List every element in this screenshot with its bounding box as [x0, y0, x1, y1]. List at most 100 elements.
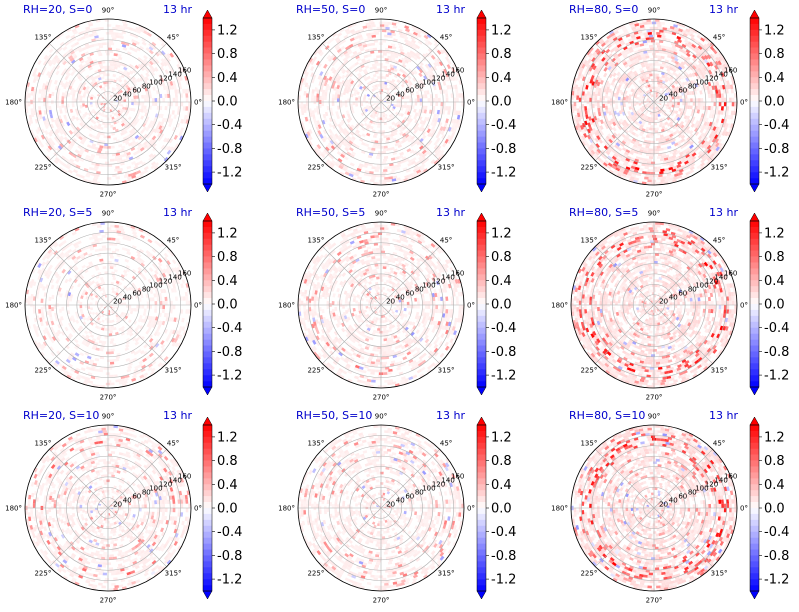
colorbar-segment — [750, 77, 759, 84]
heatmap-cell — [116, 83, 120, 87]
heatmap-cell — [132, 171, 137, 176]
heatmap-cell — [148, 153, 154, 158]
heatmap-cell — [81, 46, 87, 51]
heatmap-cell — [163, 145, 169, 151]
heatmap-cell — [94, 173, 100, 177]
heatmap-cell — [380, 146, 384, 149]
heatmap-cell — [111, 116, 115, 120]
heatmap-cell — [117, 112, 122, 117]
radial-tick-label: 160 — [178, 67, 191, 75]
colorbar-extend-min — [202, 386, 213, 396]
colorbar-segment — [203, 357, 212, 364]
panel-title: RH=50, S=0 — [296, 3, 365, 16]
heatmap-cell — [51, 307, 54, 312]
heatmap-cell — [131, 137, 137, 142]
heatmap-cell — [104, 161, 110, 165]
heatmap-cell — [143, 80, 148, 85]
heatmap-cell — [122, 153, 128, 157]
heatmap-cell — [130, 146, 136, 152]
heatmap-cell — [66, 72, 71, 77]
heatmap-cell — [108, 106, 111, 110]
heatmap-cell — [157, 36, 163, 42]
heatmap-cell — [76, 96, 80, 101]
heatmap-cell — [649, 73, 653, 77]
heatmap-cell — [109, 29, 114, 33]
heatmap-cell — [435, 102, 439, 107]
heatmap-cell — [113, 66, 118, 70]
heatmap-cell — [178, 76, 183, 81]
heatmap-cell — [82, 103, 86, 107]
colorbar-segment — [203, 327, 212, 334]
heatmap-cell — [157, 98, 160, 102]
heatmap-cell — [78, 48, 83, 53]
colorbar-segment — [750, 23, 759, 31]
colorbar-segment — [477, 41, 486, 48]
heatmap-cell — [143, 94, 147, 99]
heatmap-cell — [101, 140, 106, 144]
heatmap-cell — [615, 98, 618, 102]
heatmap-cell — [644, 166, 649, 170]
heatmap-cell — [185, 93, 189, 98]
heatmap-cell — [98, 63, 103, 67]
heatmap-cell — [180, 102, 184, 107]
heatmap-cell — [687, 105, 691, 110]
heatmap-cell — [177, 59, 182, 65]
heatmap-cell — [80, 140, 85, 145]
colorbar-tick-label: 0.4 — [217, 71, 238, 86]
heatmap-cell — [110, 102, 114, 104]
heatmap-cell — [132, 92, 136, 96]
heatmap-cell — [114, 168, 119, 172]
heatmap-cell — [331, 98, 335, 102]
heatmap-cell — [146, 32, 152, 37]
heatmap-cell — [382, 117, 385, 121]
heatmap-cell — [375, 156, 380, 160]
heatmap-cell — [689, 105, 693, 110]
heatmap-cell — [107, 247, 112, 251]
heatmap-cell — [113, 63, 118, 67]
heatmap-cell — [653, 146, 657, 149]
heatmap-cell — [101, 235, 106, 238]
heatmap-cell — [99, 153, 105, 157]
heatmap-cell — [89, 110, 94, 115]
heatmap-cell — [117, 109, 121, 114]
heatmap-cell — [140, 129, 145, 134]
heatmap-cell — [30, 108, 34, 113]
heatmap-cell — [110, 145, 115, 149]
heatmap-cell — [97, 42, 102, 46]
heatmap-cell — [139, 147, 145, 152]
heatmap-cell — [148, 42, 154, 48]
heatmap-cell — [105, 106, 108, 110]
colorbar-segment — [203, 298, 212, 305]
heatmap-cell — [92, 95, 97, 99]
heatmap-cell — [66, 28, 72, 33]
heatmap-cell — [33, 67, 38, 73]
colorbar-segment — [203, 160, 212, 167]
heatmap-cell — [116, 117, 120, 121]
heatmap-cell — [573, 102, 577, 107]
heatmap-cell — [93, 75, 98, 80]
heatmap-cell — [74, 24, 80, 29]
heatmap-cell — [377, 76, 381, 79]
heatmap-cell — [59, 80, 64, 86]
heatmap-cell — [142, 27, 148, 32]
heatmap-cell — [103, 81, 107, 85]
heatmap-cell — [97, 50, 102, 54]
heatmap-cell — [687, 98, 691, 102]
heatmap-cell — [56, 147, 62, 153]
heatmap-cell — [110, 224, 115, 228]
heatmap-cell — [91, 135, 97, 139]
colorbar-segment — [750, 101, 759, 108]
heatmap-cell — [651, 151, 655, 154]
heatmap-cell — [371, 176, 376, 180]
heatmap-cell — [106, 177, 112, 180]
colorbar-segment — [203, 47, 212, 54]
heatmap-cell — [176, 63, 181, 69]
heatmap-cell — [139, 102, 142, 106]
heatmap-cell — [157, 121, 162, 126]
heatmap-cell — [133, 151, 138, 156]
heatmap-cell — [88, 33, 94, 38]
radial-tick-label: 60 — [132, 290, 141, 298]
heatmap-cell — [710, 93, 714, 98]
heatmap-cell — [180, 127, 184, 133]
